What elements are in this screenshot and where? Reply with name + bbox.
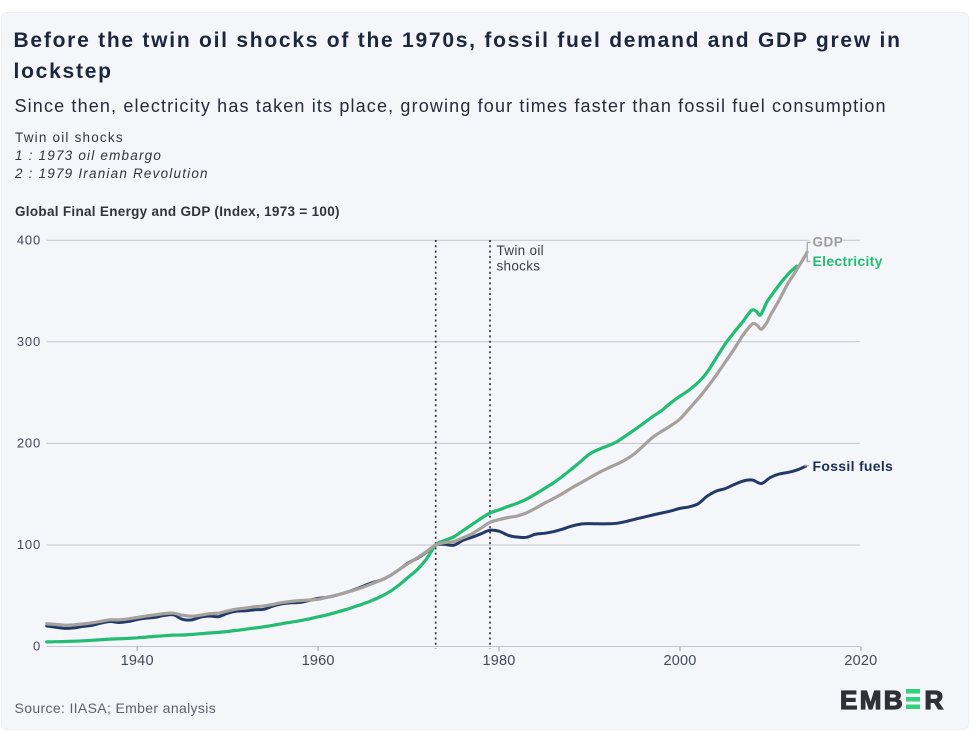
svg-text:1960: 1960 (302, 653, 335, 669)
svg-text:2020: 2020 (844, 653, 877, 669)
svg-text:GDP: GDP (813, 234, 844, 249)
svg-text:300: 300 (17, 334, 41, 349)
svg-text:shocks: shocks (497, 259, 541, 274)
svg-text:1980: 1980 (482, 653, 515, 669)
svg-text:Fossil fuels: Fossil fuels (813, 458, 894, 474)
svg-text:0: 0 (33, 639, 41, 654)
svg-text:Twin oil: Twin oil (497, 243, 544, 258)
svg-text:2000: 2000 (663, 653, 696, 669)
svg-text:1940: 1940 (121, 653, 154, 669)
svg-text:400: 400 (17, 233, 41, 248)
svg-text:Electricity: Electricity (813, 253, 883, 269)
svg-text:200: 200 (17, 436, 41, 451)
svg-text:100: 100 (17, 537, 41, 552)
